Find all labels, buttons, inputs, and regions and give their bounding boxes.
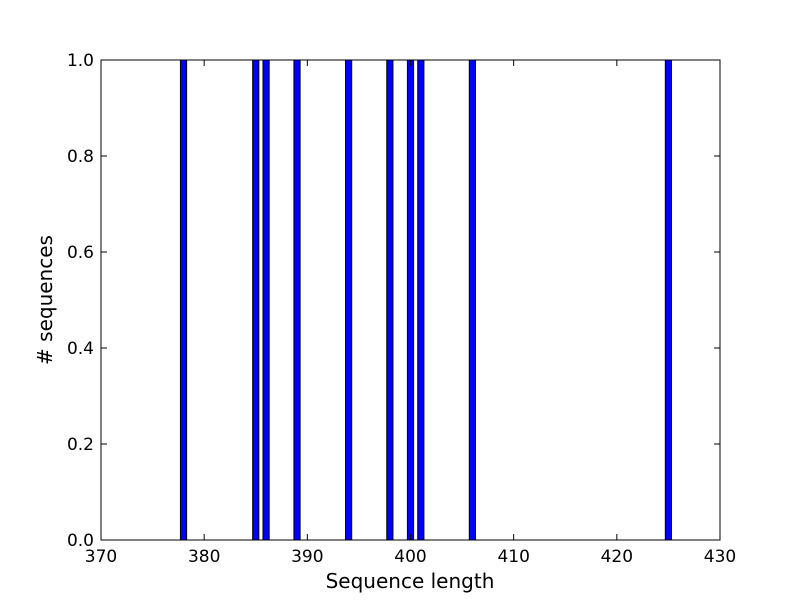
bar bbox=[417, 59, 425, 541]
x-axis-label: Sequence length bbox=[326, 569, 495, 593]
x-axis-ticks: 370 380 390 400 410 420 430 bbox=[85, 60, 736, 567]
x-tick-label: 420 bbox=[601, 547, 633, 567]
bar bbox=[386, 59, 394, 541]
bar bbox=[252, 59, 260, 541]
y-tick-label: 0.2 bbox=[67, 435, 94, 455]
y-axis-label: # sequences bbox=[33, 235, 57, 365]
x-tick-label: 370 bbox=[85, 547, 117, 567]
y-tick-label: 0.8 bbox=[67, 147, 94, 167]
x-tick-label: 400 bbox=[394, 547, 426, 567]
bar bbox=[406, 59, 415, 541]
x-tick-label: 430 bbox=[704, 547, 736, 567]
bar bbox=[345, 59, 353, 541]
y-tick-label: 0.6 bbox=[67, 243, 94, 263]
bar bbox=[664, 59, 673, 541]
y-axis-ticks: 0.0 0.2 0.4 0.6 0.8 1.0 bbox=[67, 51, 720, 551]
x-tick-label: 380 bbox=[188, 547, 220, 567]
x-tick-label: 410 bbox=[497, 547, 529, 567]
bar bbox=[293, 59, 301, 541]
y-tick-label: 0.0 bbox=[67, 531, 94, 551]
y-tick-label: 0.4 bbox=[67, 339, 94, 359]
y-tick-label: 1.0 bbox=[67, 51, 94, 71]
bar bbox=[179, 59, 188, 541]
bar bbox=[262, 59, 270, 541]
bar bbox=[468, 59, 476, 541]
x-tick-label: 390 bbox=[291, 547, 323, 567]
